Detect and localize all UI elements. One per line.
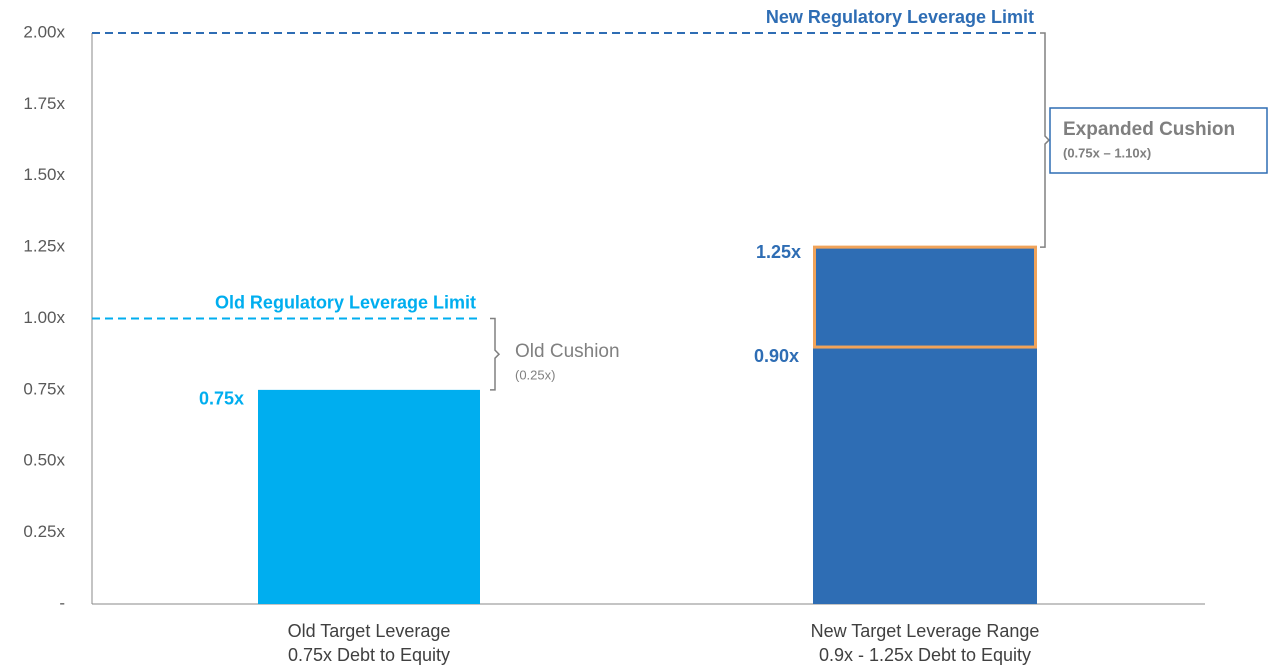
y-tick-label: - bbox=[59, 593, 65, 612]
reference-label: Old Regulatory Leverage Limit bbox=[215, 292, 476, 312]
y-tick-label: 1.75x bbox=[23, 94, 65, 113]
bracket bbox=[490, 317, 501, 391]
y-tick-label: 0.25x bbox=[23, 522, 65, 541]
y-tick-label: 1.50x bbox=[23, 165, 65, 184]
category-label: New Target Leverage Range bbox=[811, 621, 1040, 641]
y-tick-label: 1.25x bbox=[23, 237, 65, 256]
category-sublabel: 0.75x Debt to Equity bbox=[288, 645, 450, 665]
reference-label: New Regulatory Leverage Limit bbox=[766, 7, 1034, 27]
range-top-label: 1.25x bbox=[756, 242, 801, 262]
y-tick-label: 0.75x bbox=[23, 379, 65, 398]
bracket bbox=[1040, 32, 1051, 248]
value-label: 0.75x bbox=[199, 389, 244, 409]
bar bbox=[258, 389, 480, 604]
bar bbox=[813, 347, 1037, 604]
range-segment bbox=[813, 245, 1037, 349]
y-tick-label: 2.00x bbox=[23, 22, 65, 41]
y-tick-label: 0.50x bbox=[23, 451, 65, 470]
annotation-subtitle: (0.75x – 1.10x) bbox=[1063, 145, 1151, 160]
value-label: 0.90x bbox=[754, 346, 799, 366]
annotation-box bbox=[1049, 107, 1268, 174]
category-sublabel: 0.9x - 1.25x Debt to Equity bbox=[819, 645, 1031, 665]
annotation-title: Expanded Cushion bbox=[1063, 119, 1235, 140]
category-label: Old Target Leverage bbox=[288, 621, 451, 641]
annotation-title: Old Cushion bbox=[515, 341, 620, 362]
annotation-subtitle: (0.25x) bbox=[515, 367, 555, 382]
y-tick-label: 1.00x bbox=[23, 308, 65, 327]
